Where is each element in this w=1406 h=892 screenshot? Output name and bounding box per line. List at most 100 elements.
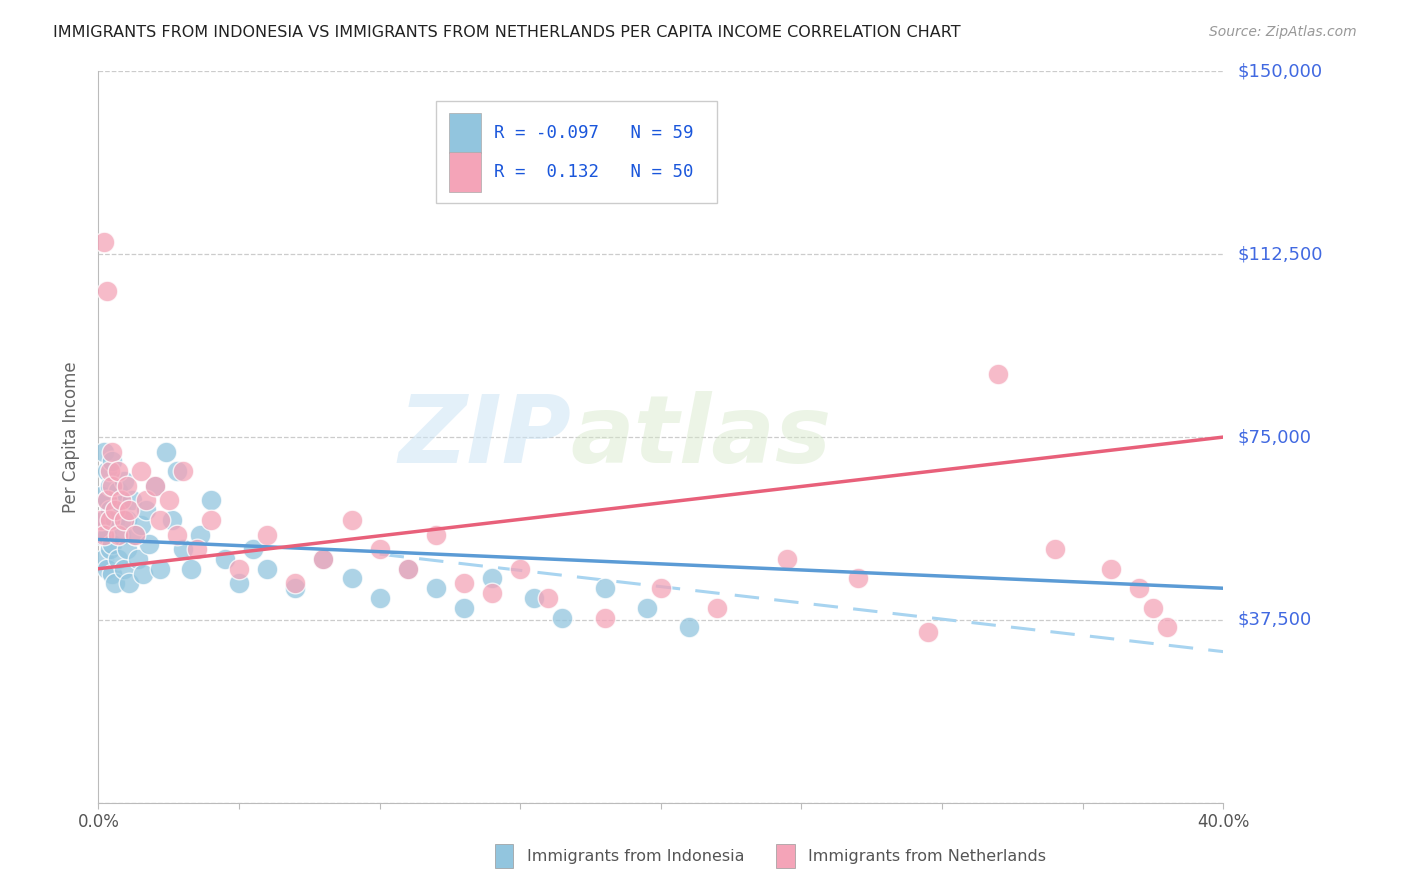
Text: R =  0.132   N = 50: R = 0.132 N = 50: [495, 163, 693, 181]
Bar: [436, 101, 717, 203]
Text: $75,000: $75,000: [1237, 428, 1312, 446]
Point: [593, 610, 616, 624]
Point: [107, 464, 129, 478]
Point: [96, 562, 118, 576]
Point: [453, 576, 475, 591]
Point: [115, 542, 138, 557]
Point: [481, 586, 503, 600]
Point: [200, 513, 222, 527]
Point: [425, 581, 447, 595]
Point: [509, 562, 531, 576]
Text: Immigrants from Indonesia: Immigrants from Indonesia: [527, 849, 745, 863]
Point: [1156, 620, 1178, 634]
Point: [1128, 581, 1150, 595]
Point: [228, 576, 250, 591]
Point: [537, 591, 560, 605]
Point: [104, 513, 127, 527]
Point: [425, 527, 447, 541]
Point: [129, 464, 152, 478]
Point: [101, 537, 124, 551]
Point: [118, 503, 141, 517]
Point: [96, 284, 118, 298]
Point: [93, 513, 115, 527]
Point: [368, 542, 391, 557]
Point: [166, 464, 188, 478]
Point: [110, 493, 132, 508]
Point: [98, 513, 121, 527]
Point: [453, 600, 475, 615]
Point: [138, 537, 160, 551]
Point: [135, 503, 157, 517]
Point: [124, 527, 146, 541]
Point: [98, 542, 121, 557]
Point: [90, 527, 112, 541]
Point: [135, 493, 157, 508]
Point: [284, 581, 307, 595]
Point: [160, 513, 183, 527]
Point: [987, 367, 1010, 381]
Point: [593, 581, 616, 595]
Text: $112,500: $112,500: [1237, 245, 1323, 263]
Point: [340, 572, 363, 586]
Point: [90, 513, 112, 527]
Point: [93, 552, 115, 566]
Point: [551, 610, 574, 624]
Point: [396, 562, 419, 576]
Point: [396, 562, 419, 576]
Point: [107, 527, 129, 541]
Point: [115, 513, 138, 527]
Point: [101, 566, 124, 581]
Point: [104, 503, 127, 517]
Bar: [450, 152, 481, 192]
Point: [172, 542, 194, 557]
Text: Immigrants from Netherlands: Immigrants from Netherlands: [808, 849, 1046, 863]
Point: [115, 479, 138, 493]
Point: [1043, 542, 1066, 557]
Point: [93, 444, 115, 458]
Point: [172, 464, 194, 478]
Point: [155, 444, 177, 458]
Point: [129, 517, 152, 532]
Text: R = -0.097   N = 59: R = -0.097 N = 59: [495, 124, 693, 142]
Point: [96, 527, 118, 541]
Point: [214, 552, 236, 566]
Point: [110, 527, 132, 541]
Point: [166, 527, 188, 541]
Point: [90, 489, 112, 503]
Point: [1142, 600, 1164, 615]
Point: [776, 552, 799, 566]
Point: [1099, 562, 1122, 576]
Point: [188, 527, 211, 541]
Point: [132, 566, 155, 581]
Text: $150,000: $150,000: [1237, 62, 1322, 80]
Point: [124, 527, 146, 541]
Point: [96, 464, 118, 478]
Point: [112, 474, 135, 488]
Text: Source: ZipAtlas.com: Source: ZipAtlas.com: [1209, 25, 1357, 39]
Point: [143, 479, 166, 493]
Point: [312, 552, 335, 566]
Point: [112, 513, 135, 527]
Point: [368, 591, 391, 605]
Point: [149, 513, 172, 527]
Point: [917, 625, 939, 640]
Point: [93, 527, 115, 541]
Point: [149, 562, 172, 576]
Point: [96, 493, 118, 508]
Text: $37,500: $37,500: [1237, 611, 1312, 629]
Point: [96, 493, 118, 508]
Point: [101, 444, 124, 458]
Point: [312, 552, 335, 566]
Point: [143, 479, 166, 493]
Point: [256, 527, 278, 541]
Point: [180, 562, 202, 576]
Point: [93, 235, 115, 249]
Point: [127, 552, 149, 566]
Point: [121, 493, 143, 508]
Point: [110, 499, 132, 513]
Point: [107, 552, 129, 566]
Point: [98, 503, 121, 517]
Point: [846, 572, 869, 586]
Text: IMMIGRANTS FROM INDONESIA VS IMMIGRANTS FROM NETHERLANDS PER CAPITA INCOME CORRE: IMMIGRANTS FROM INDONESIA VS IMMIGRANTS …: [53, 25, 962, 40]
Point: [678, 620, 700, 634]
